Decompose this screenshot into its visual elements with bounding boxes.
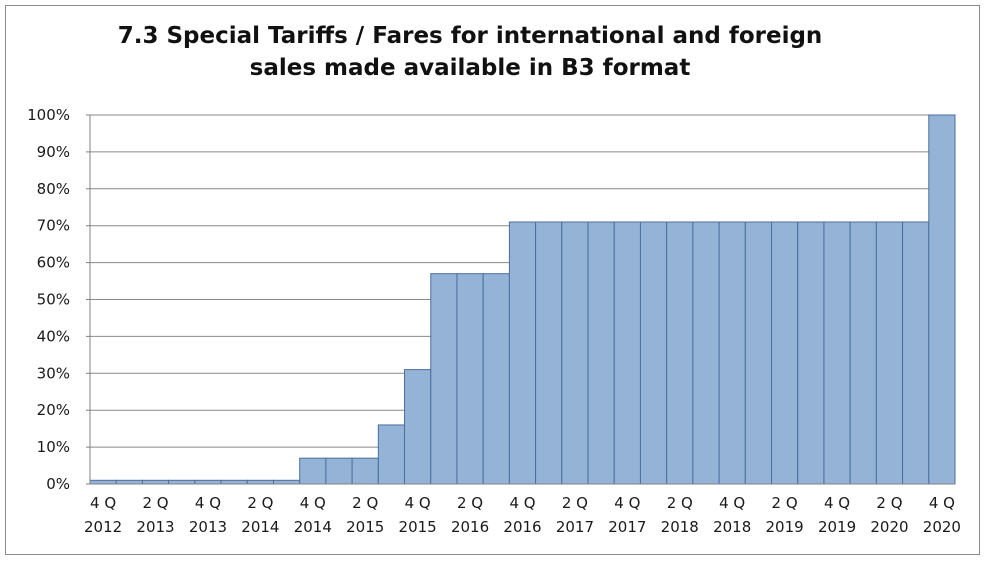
x-tick-quarter-label: 2 Q	[457, 494, 483, 512]
y-tick-label: 20%	[37, 401, 70, 419]
y-tick-label: 0%	[46, 475, 70, 493]
y-tick-label: 30%	[37, 364, 70, 382]
bar	[194, 479, 222, 485]
x-tick-year-label: 2012	[84, 518, 122, 536]
x-tick-year-label: 2019	[766, 518, 804, 536]
bar	[220, 479, 248, 485]
bar	[613, 221, 641, 485]
x-tick-quarter-label: 2 Q	[142, 494, 168, 512]
bar	[535, 221, 563, 485]
bar	[823, 221, 851, 485]
bar	[168, 479, 196, 485]
y-tick-label: 60%	[37, 254, 70, 272]
bar	[89, 479, 117, 485]
x-tick-quarter-label: 2 Q	[876, 494, 902, 512]
x-tick-quarter-label: 4 Q	[929, 494, 955, 512]
bar	[508, 221, 537, 485]
x-tick-year-label: 2020	[923, 518, 961, 536]
x-tick-quarter-label: 4 Q	[90, 494, 116, 512]
x-tick-quarter-label: 2 Q	[352, 494, 378, 512]
x-tick-quarter-label: 2 Q	[667, 494, 693, 512]
bar	[849, 221, 877, 485]
bar	[587, 221, 615, 485]
x-tick-year-label: 2018	[713, 518, 751, 536]
bar	[928, 114, 956, 485]
bar	[482, 273, 510, 485]
bar	[561, 221, 589, 485]
x-tick-year-label: 2014	[294, 518, 332, 536]
bar	[272, 479, 301, 485]
chart-title-line-1: 7.3 Special Tariffs / Fares for internat…	[117, 23, 823, 49]
x-tick-quarter-label: 4 Q	[300, 494, 326, 512]
bar	[639, 221, 668, 485]
bar	[744, 221, 773, 485]
x-tick-quarter-label: 2 Q	[562, 494, 588, 512]
x-tick-quarter-label: 4 Q	[509, 494, 535, 512]
bar	[141, 479, 170, 485]
x-tick-quarter-label: 4 Q	[719, 494, 745, 512]
x-tick-year-label: 2020	[870, 518, 908, 536]
x-tick-quarter-label: 4 Q	[195, 494, 221, 512]
y-tick-label: 50%	[37, 291, 70, 309]
x-tick-quarter-label: 4 Q	[824, 494, 850, 512]
x-tick-quarter-label: 2 Q	[247, 494, 273, 512]
y-tick-label: 70%	[37, 217, 70, 235]
y-tick-label: 80%	[37, 180, 70, 198]
x-tick-year-label: 2015	[346, 518, 384, 536]
bar	[692, 221, 720, 485]
bar	[325, 457, 353, 485]
x-tick-year-label: 2017	[556, 518, 594, 536]
y-tick-label: 10%	[37, 438, 70, 456]
y-tick-label: 40%	[37, 327, 70, 345]
x-tick-year-label: 2016	[503, 518, 541, 536]
x-tick-year-label: 2013	[189, 518, 227, 536]
x-tick-quarter-label: 4 Q	[405, 494, 431, 512]
bar	[718, 221, 746, 485]
x-tick-quarter-label: 4 Q	[614, 494, 640, 512]
x-tick-year-label: 2016	[451, 518, 489, 536]
bar	[771, 221, 799, 485]
x-tick-year-label: 2013	[136, 518, 174, 536]
chart-title: 7.3 Special Tariffs / Fares for internat…	[0, 20, 940, 84]
y-tick-label: 90%	[37, 143, 70, 161]
y-tick-label: 100%	[27, 106, 70, 124]
x-tick-year-label: 2019	[818, 518, 856, 536]
x-tick-year-label: 2017	[608, 518, 646, 536]
x-tick-year-label: 2014	[241, 518, 279, 536]
bar	[875, 221, 904, 485]
bar	[666, 221, 694, 485]
bar	[377, 424, 406, 485]
bar	[351, 457, 379, 485]
bar	[456, 273, 484, 485]
bar	[246, 479, 274, 485]
x-tick-year-label: 2015	[399, 518, 437, 536]
bar	[902, 221, 930, 485]
chart-title-line-2: sales made available in B3 format	[249, 55, 691, 81]
bar	[797, 221, 825, 485]
x-tick-quarter-label: 2 Q	[772, 494, 798, 512]
x-tick-year-label: 2018	[661, 518, 699, 536]
bar	[430, 273, 458, 485]
bar	[115, 479, 143, 485]
bar	[299, 457, 327, 485]
bar	[404, 369, 432, 485]
